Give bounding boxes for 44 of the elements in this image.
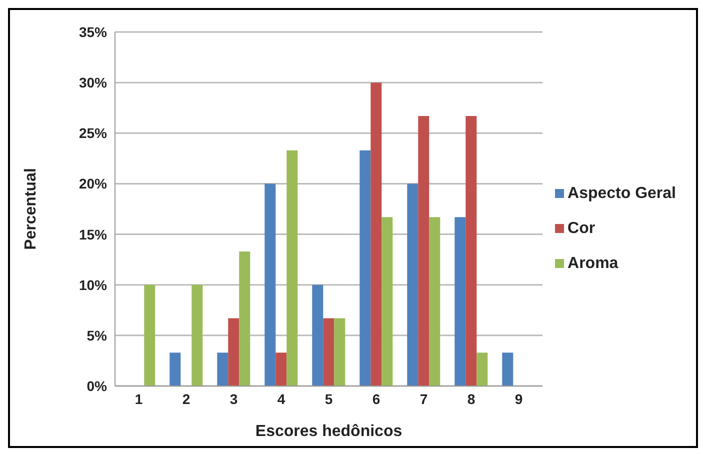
bar	[370, 82, 382, 386]
x-tick-label: 2	[182, 390, 190, 407]
bar	[429, 217, 440, 386]
bar	[454, 217, 466, 386]
bar	[334, 318, 346, 386]
bar	[407, 184, 418, 386]
y-axis-title: Percentual	[22, 168, 40, 250]
x-tick-label: 7	[420, 390, 428, 407]
x-tick-label: 5	[324, 390, 333, 407]
bar	[239, 251, 250, 386]
bar	[286, 150, 298, 386]
bar	[466, 116, 477, 386]
x-tick-label: 1	[134, 390, 143, 407]
x-tick-label: 4	[277, 390, 286, 407]
y-tick-label: 5%	[86, 327, 108, 344]
legend-label: Aroma	[568, 254, 618, 272]
bar	[312, 284, 324, 386]
x-tick-label: 8	[467, 390, 476, 407]
bar	[264, 184, 276, 386]
bar	[360, 150, 371, 386]
bar	[476, 352, 488, 386]
y-tick-label: 10%	[78, 276, 108, 293]
x-tick-label: 9	[514, 390, 523, 407]
bar	[217, 352, 228, 386]
bar	[192, 284, 203, 386]
bar	[323, 318, 334, 386]
y-tick-label: 0%	[86, 378, 108, 394]
legend-label: Aspecto Geral	[568, 184, 676, 202]
y-tick-label: 35%	[78, 24, 108, 40]
bar	[170, 352, 181, 386]
bar	[228, 318, 240, 386]
y-tick-label: 20%	[78, 176, 108, 192]
y-tick-label: 15%	[78, 226, 108, 242]
bar	[418, 116, 430, 386]
x-axis-title: Escores hedônicos	[255, 423, 402, 440]
y-tick-label: 25%	[78, 125, 108, 142]
legend-label: Cor	[568, 220, 596, 236]
bar	[276, 352, 287, 386]
x-tick-label: 6	[372, 390, 380, 407]
bar	[382, 217, 393, 386]
x-tick-label: 3	[230, 390, 238, 407]
bar	[502, 352, 514, 386]
bar	[144, 284, 156, 386]
y-tick-label: 30%	[78, 74, 108, 91]
